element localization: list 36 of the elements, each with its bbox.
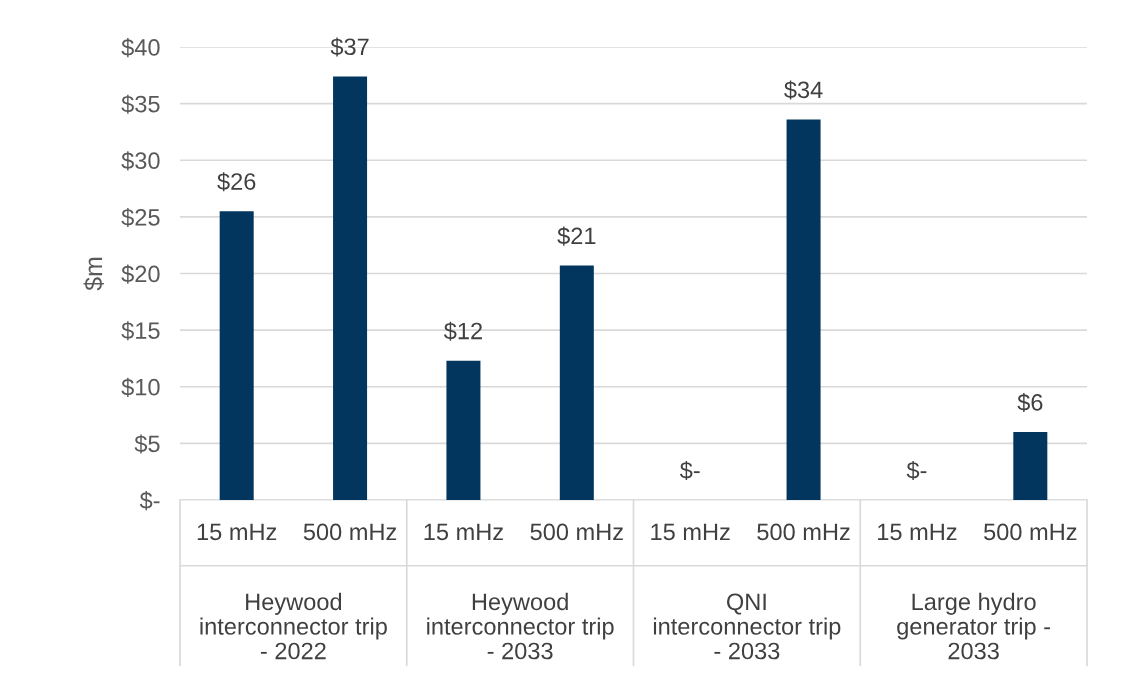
data-label: $21 <box>557 226 596 246</box>
x-tick-label: 500 mHz <box>984 523 1077 541</box>
text: Heywood interconnector trip - 2033 <box>427 592 614 660</box>
text: Heywood interconnector trip - 2022 <box>200 592 387 660</box>
bar <box>786 119 821 500</box>
bar <box>333 76 368 500</box>
y-tick-label: $35 <box>121 94 160 114</box>
data-label: $6 <box>1017 393 1043 413</box>
data-label: $37 <box>330 37 369 57</box>
y-tick-label: $10 <box>121 377 160 397</box>
x-tick-label: 500 mHz <box>303 523 397 541</box>
y-tick-label: $5 <box>134 434 160 454</box>
text: QNI interconnector trip - 2033 <box>653 593 841 660</box>
bar <box>559 265 594 500</box>
bar <box>446 360 481 500</box>
x-tick-label: 15 mHz <box>424 523 503 541</box>
y-tick-label: $20 <box>121 264 160 284</box>
data-label: $- <box>906 460 927 481</box>
y-axis-title: $m <box>83 257 104 291</box>
x-tick-label: 500 mHz <box>757 523 850 541</box>
y-tick-label: $25 <box>121 207 160 228</box>
bar <box>1013 432 1048 500</box>
data-label: $- <box>679 460 700 481</box>
text: Large hydro generator trip - 2033 <box>897 592 1051 660</box>
y-tick-label: $30 <box>121 151 160 171</box>
data-label: $26 <box>217 172 256 192</box>
x-tick-label: 500 mHz <box>530 523 623 541</box>
data-label: $12 <box>444 321 482 341</box>
x-tick-label: 15 mHz <box>651 523 730 541</box>
bar <box>219 211 254 500</box>
x-tick-label: 15 mHz <box>878 523 957 541</box>
x-tick-label: 15 mHz <box>197 523 277 541</box>
y-tick-label: $15 <box>121 321 160 341</box>
data-label: $34 <box>784 80 823 100</box>
y-tick-label: $40 <box>121 38 160 58</box>
y-tick-label: $- <box>139 491 160 511</box>
